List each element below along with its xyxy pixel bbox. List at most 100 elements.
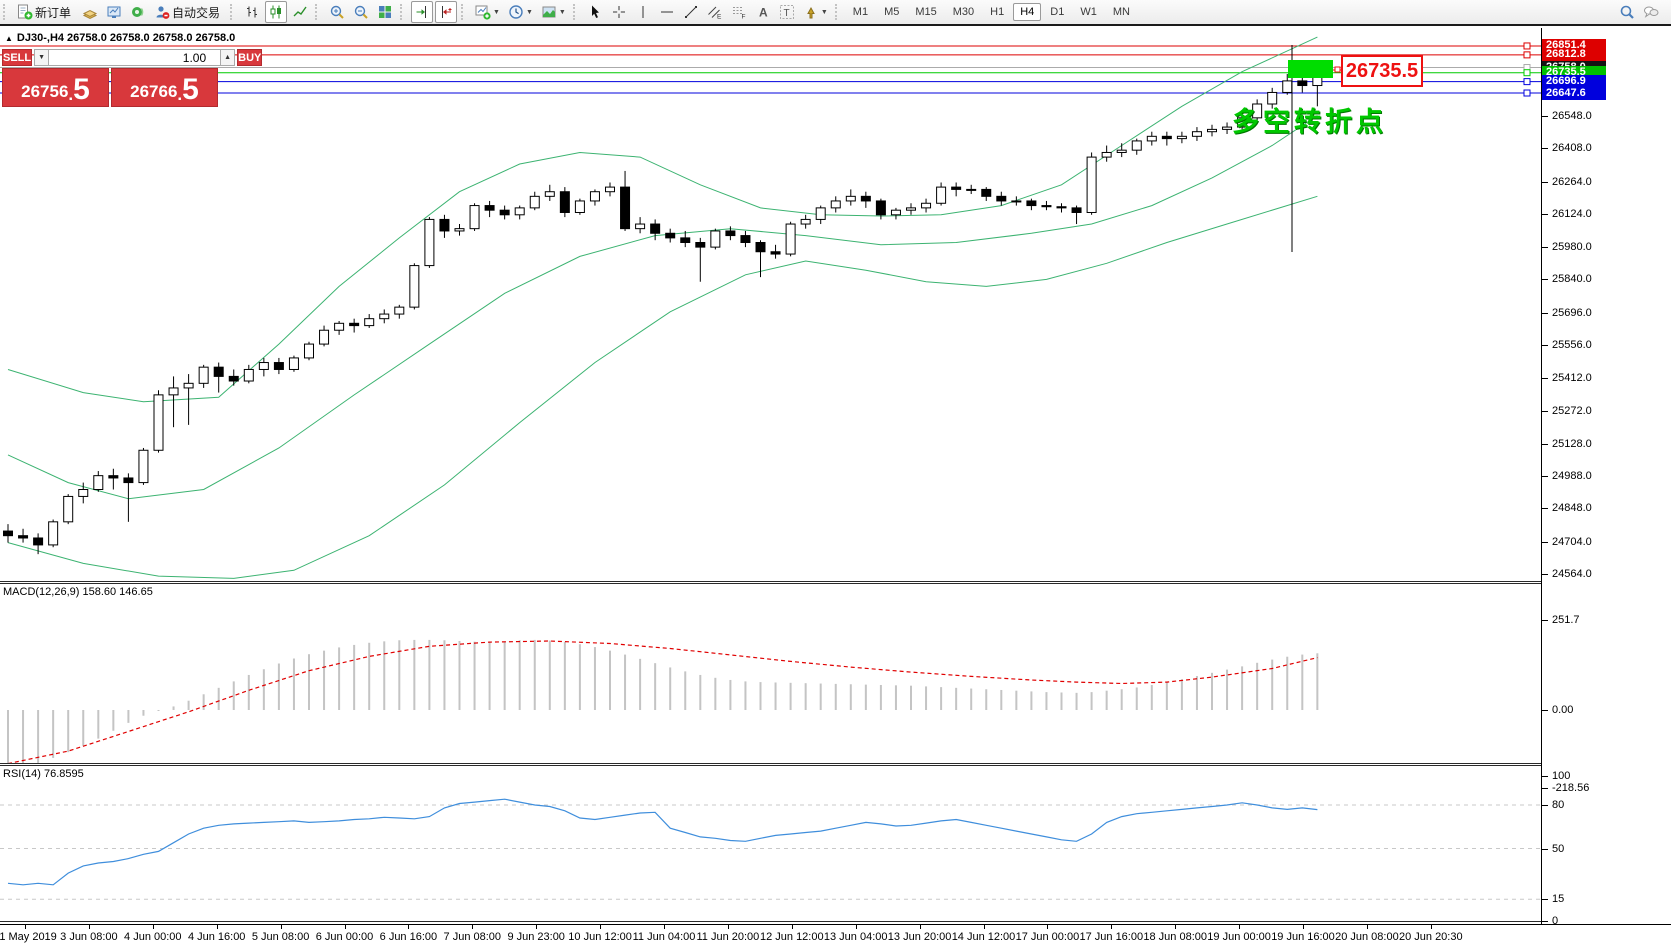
candle-body [1252, 103, 1263, 119]
x-axis-label: 11 Jun 04:00 [632, 931, 696, 943]
price-tag[interactable]: 26647.6 [1542, 86, 1606, 100]
sell-button[interactable]: SELL [2, 49, 33, 66]
chart-window[interactable]: ▲ DJ30-,H4 26758.0 26758.0 26758.0 26758.… [0, 28, 1671, 949]
horizontal-line-button[interactable] [656, 1, 678, 23]
timeframe-m30-button[interactable]: M30 [952, 6, 975, 18]
signals-button[interactable] [127, 1, 149, 23]
turning-point-annotation[interactable]: 多空转折点 [1232, 107, 1387, 137]
price-scale[interactable]: 26548.0 26408.0 26264.0 26124.0 25980.0 25840… [1541, 28, 1671, 927]
sell-price-button[interactable]: 26756. 5 [2, 68, 109, 107]
toolbar-grip[interactable] [572, 4, 579, 20]
toolbar-grip[interactable] [461, 4, 467, 20]
candle-body [153, 394, 164, 451]
macd-bar [157, 710, 160, 711]
x-axis-label: 6 Jun 00:00 [315, 931, 374, 943]
line-handle[interactable] [1523, 89, 1531, 97]
macd-bar [503, 641, 506, 710]
line-handle[interactable] [1523, 51, 1531, 59]
timeframe-h1-button[interactable]: H1 [990, 6, 1005, 18]
line-handle[interactable] [1523, 42, 1531, 50]
macd-bar [744, 681, 747, 710]
y-axis-label: 25556.0 [1552, 339, 1592, 351]
bar-chart-button[interactable] [241, 1, 263, 23]
macd-axis-tick [1542, 710, 1548, 711]
volume-decrease-button[interactable]: ▼ [34, 49, 50, 66]
volume-increase-button[interactable]: ▲ [220, 49, 236, 66]
arrows-button[interactable]: ▼ [800, 1, 831, 23]
market-watch-button[interactable] [103, 1, 125, 23]
timeframe-w1-button[interactable]: W1 [1080, 6, 1097, 18]
pane-separator[interactable] [0, 765, 1671, 766]
auto-scroll-button[interactable] [435, 1, 458, 23]
vertical-line-button[interactable] [632, 1, 654, 23]
buy-button[interactable]: BUY [237, 49, 263, 66]
macd-indicator-canvas[interactable] [0, 584, 1541, 763]
indicators-button[interactable]: ▼ [472, 1, 503, 23]
trendline-button[interactable] [680, 1, 702, 23]
candle-body [499, 209, 510, 216]
macd-bar [985, 689, 988, 710]
line-handle[interactable] [1523, 69, 1531, 77]
text-button[interactable]: A [752, 1, 774, 23]
zoom-in-button[interactable] [326, 1, 348, 23]
pane-separator[interactable] [0, 583, 1671, 584]
highlight-rectangle-object[interactable] [1288, 60, 1333, 78]
search-button[interactable] [1616, 1, 1638, 23]
candle-body [273, 362, 284, 370]
volume-input[interactable] [49, 49, 221, 66]
candle-body [1282, 80, 1293, 93]
tile-windows-button[interactable] [374, 1, 396, 23]
zoom-out-button[interactable] [350, 1, 372, 23]
toolbar-grip[interactable] [834, 4, 841, 20]
price-tag[interactable]: 26696.9 [1542, 75, 1606, 89]
pane-separator[interactable] [0, 763, 1671, 764]
price-callout-annotation[interactable]: 26735.5 [1341, 55, 1423, 87]
text-label-button[interactable]: T [776, 1, 798, 23]
profiles-button[interactable] [79, 1, 101, 23]
x-axis-tick [791, 925, 793, 929]
timeframe-m15-button[interactable]: M15 [915, 6, 937, 18]
candle-body [860, 195, 871, 202]
cursor-button[interactable] [584, 1, 606, 23]
price-tag[interactable]: 26812.8 [1542, 48, 1606, 62]
pane-separator[interactable] [0, 581, 1671, 582]
timeframe-h4-button[interactable]: H4 [1013, 3, 1042, 21]
x-axis-tick [1366, 925, 1368, 929]
timeframe-m5-button[interactable]: M5 [884, 6, 900, 18]
crosshair-button[interactable] [608, 1, 630, 23]
toolbar-grip[interactable] [400, 4, 406, 20]
rsi-indicator-canvas[interactable] [0, 766, 1541, 921]
candlestick-chart-button[interactable] [265, 1, 288, 23]
timeframe-mn-button[interactable]: MN [1112, 6, 1130, 18]
timeframe-d1-button[interactable]: D1 [1050, 6, 1065, 18]
candle-body [906, 207, 916, 211]
toolbar-grip[interactable] [3, 4, 9, 20]
main-chart-canvas[interactable] [0, 28, 1541, 581]
autotrading-button[interactable]: 自动交易 [151, 1, 226, 23]
periods-button[interactable]: ▼ [505, 1, 536, 23]
candle-body [514, 207, 525, 216]
pane-separator[interactable] [0, 921, 1671, 922]
candle-body [439, 218, 450, 232]
collapse-icon[interactable]: ▲ [5, 34, 13, 43]
y-axis-label: 25840.0 [1552, 273, 1592, 286]
templates-button[interactable]: ▼ [538, 1, 569, 23]
candle-body [830, 200, 841, 209]
toolbar-grip[interactable] [230, 4, 236, 20]
chat-button[interactable] [1640, 1, 1662, 23]
line-handle[interactable] [1523, 78, 1531, 86]
candle-body [559, 191, 570, 213]
timeframe-m1-button[interactable]: M1 [852, 6, 869, 18]
buy-price-button[interactable]: 26766. 5 [111, 68, 218, 107]
macd-bar [127, 710, 130, 723]
line-chart-button[interactable] [289, 1, 311, 23]
fibonacci-button[interactable]: F [728, 1, 750, 23]
y-axis-tick [1542, 345, 1548, 346]
callout-handle[interactable] [1334, 66, 1341, 73]
equidistant-channel-button[interactable]: E [704, 1, 726, 23]
x-axis-label: 17 Jun 16:00 [1079, 931, 1144, 943]
new-order-button[interactable]: 新订单 [14, 1, 77, 23]
toolbar-grip[interactable] [315, 4, 321, 20]
chart-shift-button[interactable] [411, 1, 434, 23]
